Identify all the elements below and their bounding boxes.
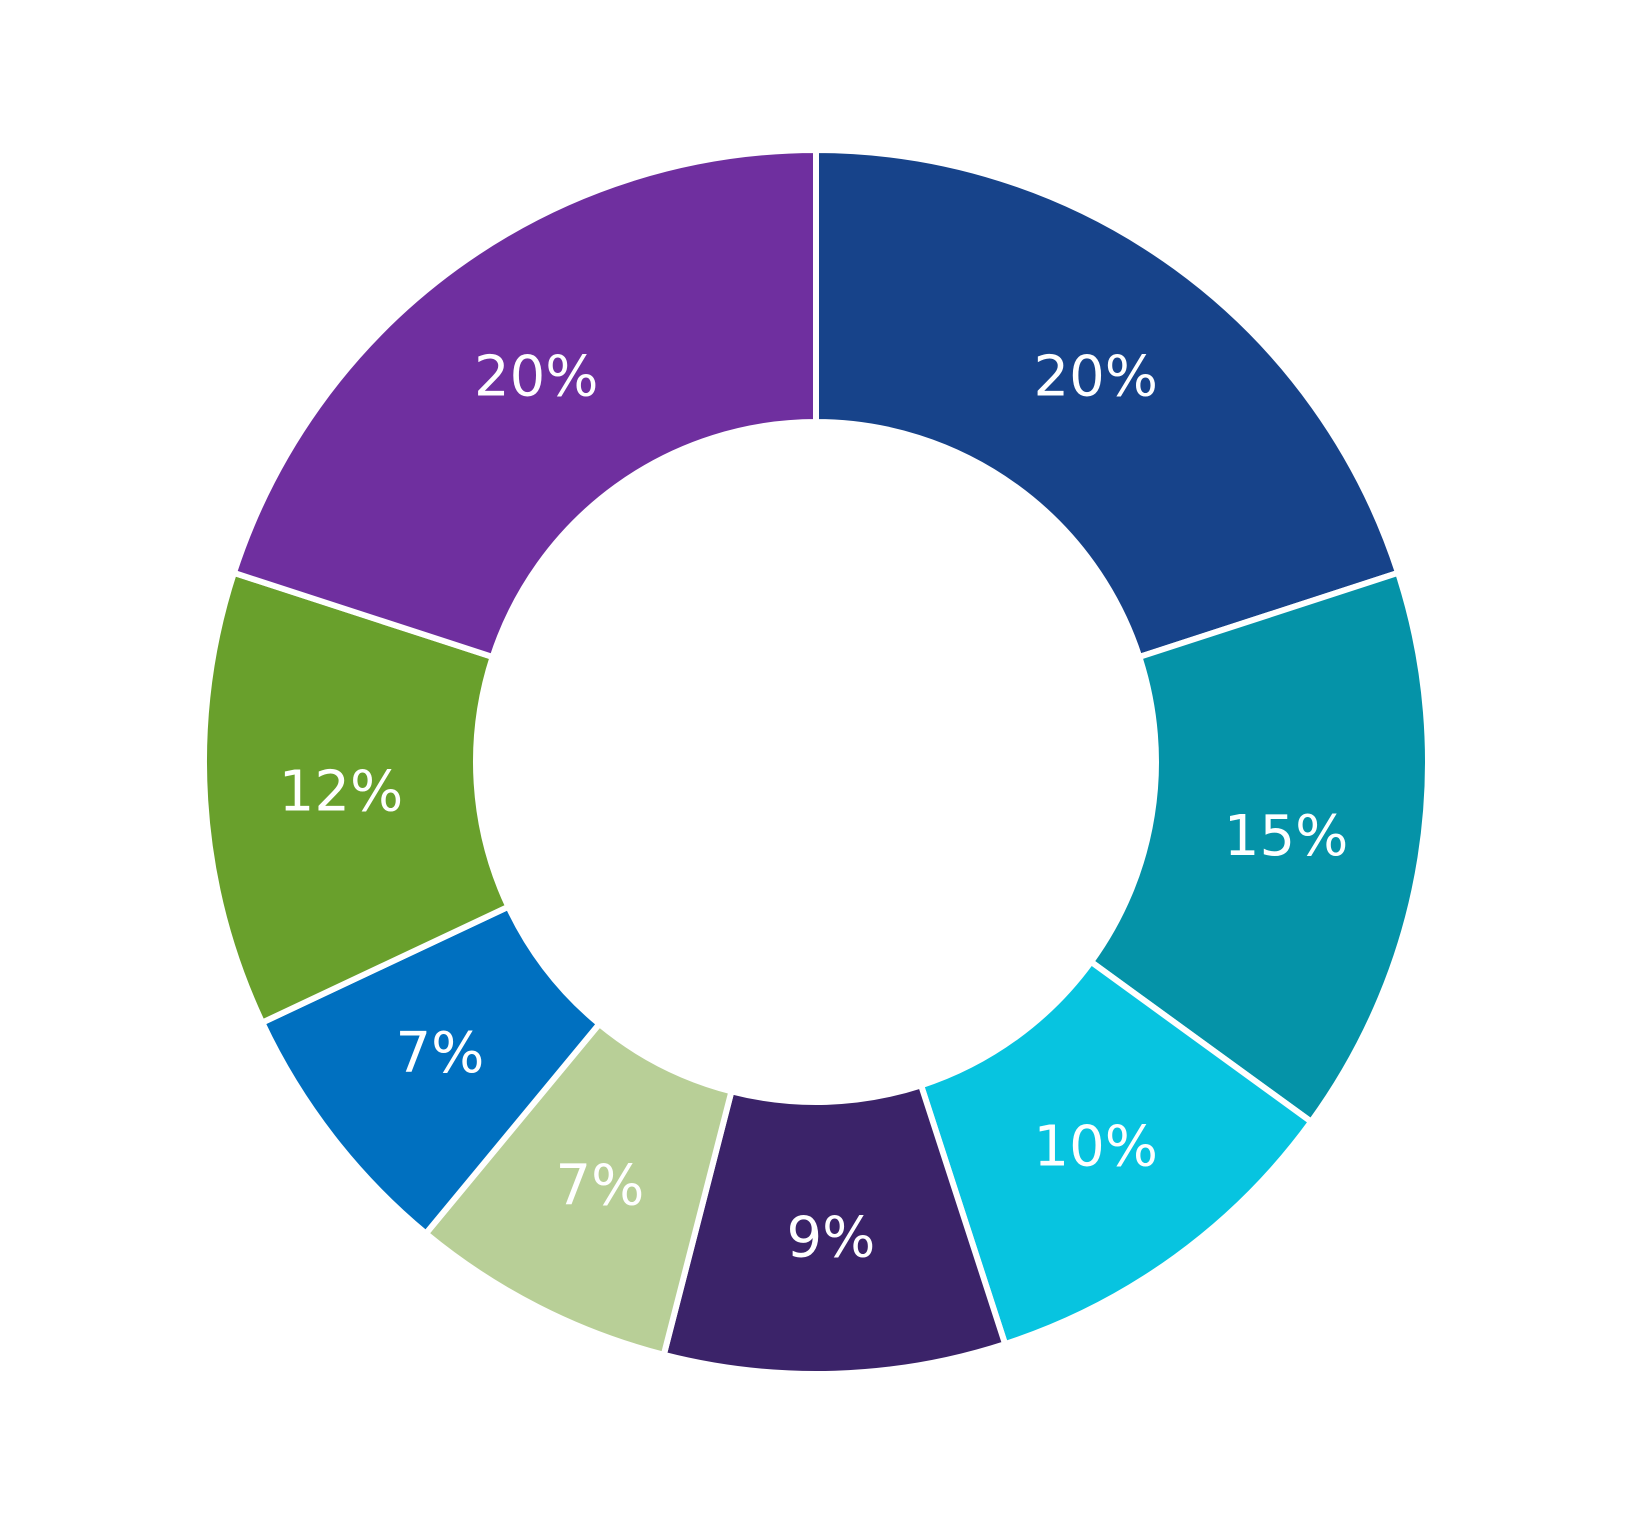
slices-group [201, 146, 1431, 1377]
slice-label-7: 12% [279, 759, 403, 824]
slice-label-8: 20% [474, 344, 598, 409]
donut-slice-1 [813, 146, 1402, 661]
slice-label-4: 9% [787, 1205, 876, 1270]
slice-label-2: 15% [1224, 804, 1348, 869]
labels-group: 20% 15% 10% 9% 7% 7% 12% 20% [279, 344, 1349, 1270]
slice-label-1: 20% [1034, 344, 1158, 409]
slice-label-5: 7% [555, 1154, 644, 1219]
donut-slice-3 [917, 957, 1316, 1348]
donut-slice-2 [1086, 569, 1431, 1126]
donut-slice-7 [201, 569, 513, 1027]
slice-label-6: 7% [395, 1021, 484, 1086]
slice-label-3: 10% [1034, 1115, 1158, 1180]
donut-slice-8 [230, 146, 819, 661]
